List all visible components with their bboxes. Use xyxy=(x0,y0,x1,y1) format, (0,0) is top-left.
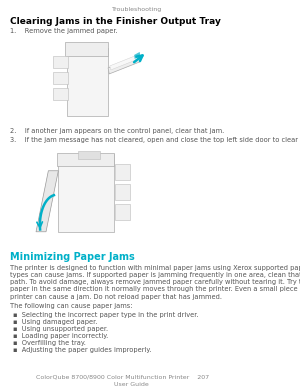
Text: The following can cause paper jams:: The following can cause paper jams: xyxy=(10,303,133,309)
FancyBboxPatch shape xyxy=(67,48,108,116)
Text: types can cause jams. If supported paper is jamming frequently in one area, clea: types can cause jams. If supported paper… xyxy=(10,272,300,278)
Text: Clearing Jams in the Finisher Output Tray: Clearing Jams in the Finisher Output Tra… xyxy=(10,17,221,26)
Text: ▪  Adjusting the paper guides improperly.: ▪ Adjusting the paper guides improperly. xyxy=(13,346,151,353)
FancyBboxPatch shape xyxy=(65,42,108,56)
Text: 2.    If another jam appears on the control panel, clear that jam.: 2. If another jam appears on the control… xyxy=(10,128,224,134)
Text: ColorQube 8700/8900 Color Multifunction Printer    207: ColorQube 8700/8900 Color Multifunction … xyxy=(37,375,210,379)
FancyBboxPatch shape xyxy=(53,56,68,68)
Text: Troubleshooting: Troubleshooting xyxy=(112,7,162,12)
Text: Minimizing Paper Jams: Minimizing Paper Jams xyxy=(10,252,135,262)
Text: printer can cause a jam. Do not reload paper that has jammed.: printer can cause a jam. Do not reload p… xyxy=(10,293,222,300)
FancyBboxPatch shape xyxy=(53,72,68,84)
Text: ▪  Selecting the incorrect paper type in the print driver.: ▪ Selecting the incorrect paper type in … xyxy=(13,312,198,318)
Text: ▪  Using unsupported paper.: ▪ Using unsupported paper. xyxy=(13,326,108,332)
Polygon shape xyxy=(134,52,140,59)
Text: User Guide: User Guide xyxy=(114,382,149,386)
FancyBboxPatch shape xyxy=(115,164,130,180)
FancyBboxPatch shape xyxy=(53,88,68,100)
FancyBboxPatch shape xyxy=(115,204,130,220)
Polygon shape xyxy=(108,56,140,74)
FancyBboxPatch shape xyxy=(58,154,114,232)
Text: paper in the same direction it normally moves through the printer. Even a small : paper in the same direction it normally … xyxy=(10,286,300,292)
Text: ▪  Using damaged paper.: ▪ Using damaged paper. xyxy=(13,319,97,325)
FancyBboxPatch shape xyxy=(78,151,100,159)
FancyBboxPatch shape xyxy=(57,153,114,166)
Text: 1.    Remove the jammed paper.: 1. Remove the jammed paper. xyxy=(10,28,118,34)
FancyBboxPatch shape xyxy=(115,184,130,200)
Text: 3.    If the jam message has not cleared, open and close the top left side door : 3. If the jam message has not cleared, o… xyxy=(10,137,300,143)
Polygon shape xyxy=(110,55,139,70)
Polygon shape xyxy=(36,171,58,232)
Text: path. To avoid damage, always remove jammed paper carefully without tearing it. : path. To avoid damage, always remove jam… xyxy=(10,279,300,285)
Text: ▪  Overfilling the tray.: ▪ Overfilling the tray. xyxy=(13,340,86,346)
Text: ▪  Loading paper incorrectly.: ▪ Loading paper incorrectly. xyxy=(13,333,108,339)
Text: The printer is designed to function with minimal paper jams using Xerox supporte: The printer is designed to function with… xyxy=(10,265,300,271)
